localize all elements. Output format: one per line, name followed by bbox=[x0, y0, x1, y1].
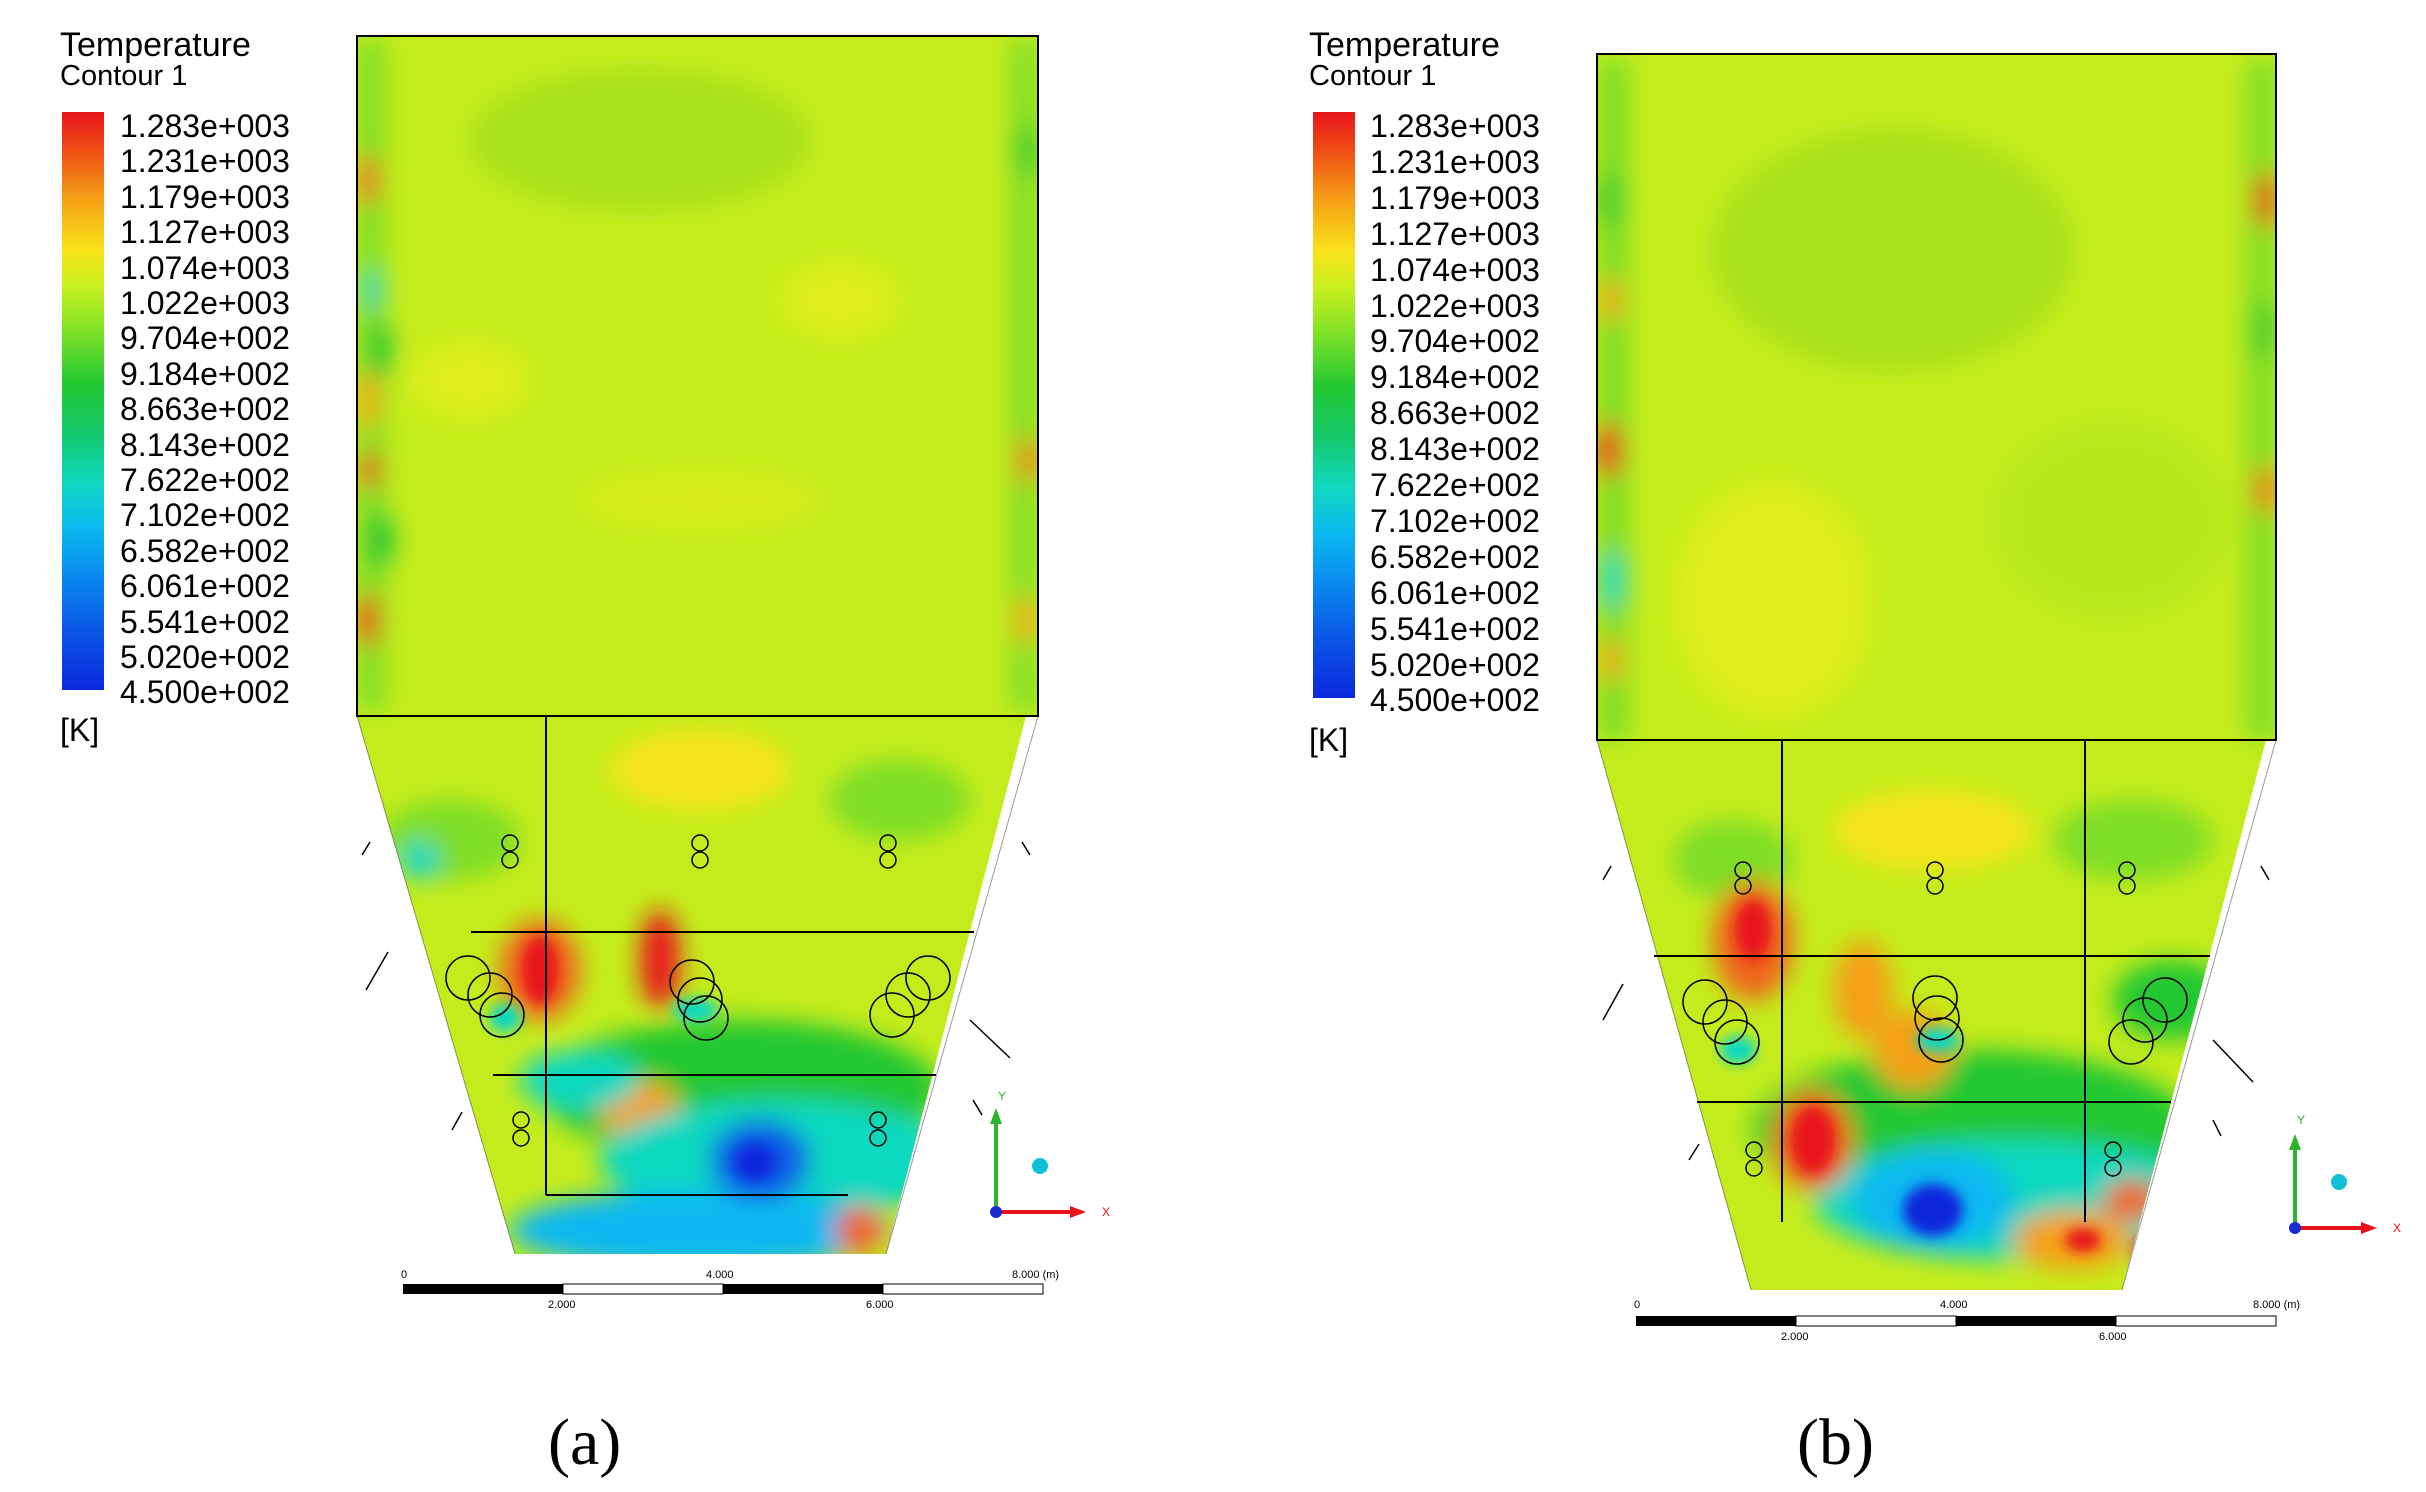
colorbar-tick-label: 1.074e+003 bbox=[1370, 251, 1540, 288]
colorbar-tick-label: 8.143e+002 bbox=[1370, 431, 1540, 468]
colorbar-tick-label: 6.582e+002 bbox=[120, 532, 290, 569]
legend-title: Temperature bbox=[60, 26, 251, 64]
colorbar-tick-label: 7.102e+002 bbox=[120, 497, 290, 534]
colorbar-tick-label: 9.184e+002 bbox=[1370, 359, 1540, 396]
burner-markers-b bbox=[1682, 861, 2188, 1177]
colorbar-tick-label: 1.022e+003 bbox=[120, 285, 290, 321]
colorbar bbox=[62, 112, 104, 690]
colorbar-tick-label: 4.500e+002 bbox=[1370, 682, 1540, 719]
burner-markers-a bbox=[445, 834, 951, 1147]
scale-label-0: 0 bbox=[1634, 1299, 1640, 1311]
colorbar-tick-label: 4.500e+002 bbox=[120, 674, 290, 711]
x-axis-label: X bbox=[2393, 1221, 2401, 1235]
unit-label: [K] bbox=[1309, 722, 1349, 758]
scale-bar-a: 0 2.000 4.000 6.000 8.000 (m) bbox=[401, 1269, 1059, 1311]
colorbar bbox=[1313, 112, 1355, 698]
scale-label-6: 6.000 bbox=[866, 1299, 894, 1311]
panel-caption: (a) bbox=[548, 1406, 622, 1479]
scale-label-4: 4.000 bbox=[706, 1269, 734, 1281]
colorbar-tick-label: 1.074e+003 bbox=[120, 249, 290, 286]
legend-title: Temperature bbox=[1309, 26, 1500, 64]
x-axis-label: X bbox=[1102, 1205, 1110, 1219]
colorbar-tick-label: 9.704e+002 bbox=[120, 320, 290, 357]
colorbar-tick-label: 9.184e+002 bbox=[120, 355, 290, 392]
colorbar-tick-label: 1.127e+003 bbox=[1370, 215, 1540, 252]
colorbar-tick-label: 6.061e+002 bbox=[1370, 574, 1540, 611]
scale-label-2: 2.000 bbox=[548, 1299, 576, 1311]
colorbar-tick-label: 5.541e+002 bbox=[1370, 610, 1540, 647]
axis-triad-a: Y X bbox=[990, 1089, 1110, 1219]
colorbar-tick-label: 1.283e+003 bbox=[1370, 108, 1540, 144]
scale-bar-b: 0 2.000 4.000 6.000 8.000 (m) bbox=[1634, 1299, 2300, 1343]
temperature-contour-b: Y X 0 2.000 4.000 6.000 8.000 (m) bbox=[1596, 53, 2401, 1343]
scale-label-6: 6.000 bbox=[2099, 1331, 2127, 1343]
colorbar-tick-label: 6.582e+002 bbox=[1370, 538, 1540, 575]
colorbar-tick-label: 9.704e+002 bbox=[1370, 323, 1540, 360]
colorbar-tick-label: 7.622e+002 bbox=[120, 462, 290, 498]
colorbar-tick-label: 1.231e+003 bbox=[120, 143, 290, 180]
panel-caption: (b) bbox=[1797, 1406, 1874, 1479]
scale-label-8: 8.000 (m) bbox=[1012, 1269, 1059, 1281]
axis-triad-b: Y X bbox=[2289, 1113, 2401, 1235]
y-axis-label: Y bbox=[998, 1089, 1006, 1103]
colorbar-tick-label: 1.179e+003 bbox=[1370, 179, 1540, 216]
panel-a: Temperature Contour 1 [K] bbox=[60, 26, 1110, 1479]
legend-subtitle: Contour 1 bbox=[1309, 60, 1437, 92]
contour-field-b bbox=[1597, 54, 2276, 1290]
colorbar-tick-label: 1.022e+003 bbox=[1370, 287, 1540, 324]
colorbar-tick-label: 8.663e+002 bbox=[1370, 395, 1540, 432]
scale-label-8: 8.000 (m) bbox=[2253, 1299, 2300, 1311]
scale-label-0: 0 bbox=[401, 1269, 407, 1281]
colorbar-tick-label: 6.061e+002 bbox=[120, 568, 290, 605]
colorbar-tick-label: 1.127e+003 bbox=[120, 214, 290, 251]
colorbar-tick-label: 1.283e+003 bbox=[120, 108, 290, 144]
colorbar-tick-label: 7.102e+002 bbox=[1370, 502, 1540, 539]
colorbar-tick-label: 5.020e+002 bbox=[1370, 646, 1540, 683]
colorbar-tick-label: 1.231e+003 bbox=[1370, 143, 1540, 180]
colorbar-tick-label: 5.020e+002 bbox=[120, 639, 290, 675]
colorbar-tick-label: 8.143e+002 bbox=[120, 426, 290, 463]
legend-subtitle: Contour 1 bbox=[60, 60, 188, 92]
colorbar-tick-label: 5.541e+002 bbox=[120, 603, 290, 640]
contour-field-a bbox=[357, 36, 1038, 1254]
unit-label: [K] bbox=[60, 712, 100, 748]
colorbar-tick-label: 8.663e+002 bbox=[120, 391, 290, 428]
y-axis-label: Y bbox=[2297, 1113, 2305, 1127]
colorbar-tick-label: 1.179e+003 bbox=[120, 178, 290, 215]
scale-label-4: 4.000 bbox=[1940, 1299, 1968, 1311]
temperature-contour-a: Y X 0 2.000 4.000 6.000 8.000 (m) bbox=[356, 35, 1110, 1311]
scale-label-2: 2.000 bbox=[1781, 1331, 1809, 1343]
colorbar-tick-label: 7.622e+002 bbox=[1370, 467, 1540, 503]
panel-b: Temperature Contour 1 [K] bbox=[1213, 0, 2426, 1492]
